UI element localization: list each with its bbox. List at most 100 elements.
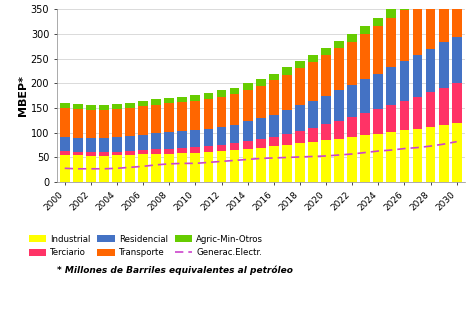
Bar — [203, 99, 213, 129]
Bar — [282, 134, 292, 145]
Bar — [321, 55, 331, 96]
Bar — [151, 105, 161, 133]
Bar — [412, 97, 422, 129]
Bar — [60, 137, 70, 151]
Bar — [452, 36, 462, 84]
Bar — [217, 90, 227, 97]
Bar — [138, 106, 148, 135]
Bar — [295, 105, 305, 131]
Bar — [386, 105, 396, 132]
Text: * Millones de Barriles equivalentes al petróleo: * Millones de Barriles equivalentes al p… — [57, 265, 293, 274]
Bar — [426, 49, 436, 92]
Bar — [452, 0, 462, 36]
Bar — [191, 101, 201, 130]
Bar — [73, 104, 82, 109]
Bar — [374, 134, 383, 182]
Bar — [334, 48, 344, 90]
Bar — [386, 9, 396, 18]
Bar — [321, 124, 331, 140]
Bar — [321, 96, 331, 124]
Bar — [360, 34, 370, 79]
Bar — [243, 149, 253, 182]
Bar — [112, 152, 122, 155]
Bar — [334, 121, 344, 139]
Bar — [282, 67, 292, 74]
Bar — [217, 97, 227, 127]
Bar — [243, 83, 253, 90]
Bar — [243, 141, 253, 149]
Legend: Industrial, Terciario, Residencial, Transporte, Agric-Min-Otros, Generac.Electr.: Industrial, Terciario, Residencial, Tran… — [28, 235, 264, 257]
Bar — [386, 18, 396, 67]
Bar — [321, 140, 331, 182]
Bar — [217, 145, 227, 151]
Bar — [308, 142, 318, 182]
Bar — [60, 155, 70, 182]
Bar — [99, 152, 109, 156]
Bar — [73, 138, 82, 152]
Bar — [177, 97, 187, 102]
Bar — [125, 136, 135, 150]
Bar — [360, 26, 370, 34]
Bar — [282, 74, 292, 110]
Bar — [177, 153, 187, 182]
Bar — [347, 137, 357, 182]
Bar — [412, 2, 422, 55]
Bar — [360, 113, 370, 135]
Bar — [138, 150, 148, 154]
Bar — [374, 109, 383, 134]
Bar — [269, 115, 279, 137]
Bar — [439, 0, 448, 42]
Bar — [282, 145, 292, 182]
Bar — [86, 110, 96, 138]
Bar — [334, 41, 344, 48]
Bar — [360, 135, 370, 182]
Bar — [151, 154, 161, 182]
Bar — [269, 80, 279, 115]
Bar — [60, 108, 70, 137]
Bar — [138, 101, 148, 106]
Bar — [217, 151, 227, 182]
Bar — [164, 103, 174, 132]
Bar — [243, 122, 253, 141]
Bar — [230, 150, 239, 182]
Bar — [386, 132, 396, 182]
Bar — [99, 110, 109, 138]
Bar — [125, 103, 135, 108]
Bar — [412, 0, 422, 2]
Bar — [256, 86, 265, 118]
Bar — [125, 155, 135, 182]
Bar — [360, 79, 370, 113]
Bar — [73, 155, 82, 182]
Bar — [269, 137, 279, 146]
Bar — [308, 101, 318, 128]
Bar — [439, 125, 448, 182]
Bar — [452, 84, 462, 123]
Bar — [282, 110, 292, 134]
Bar — [112, 155, 122, 182]
Bar — [452, 123, 462, 182]
Bar — [86, 156, 96, 182]
Bar — [308, 55, 318, 62]
Bar — [217, 127, 227, 145]
Bar — [125, 150, 135, 155]
Bar — [256, 139, 265, 148]
Bar — [73, 109, 82, 138]
Bar — [112, 137, 122, 152]
Bar — [386, 67, 396, 105]
Bar — [256, 148, 265, 182]
Bar — [400, 2, 410, 10]
Bar — [86, 105, 96, 110]
Bar — [439, 42, 448, 88]
Bar — [347, 85, 357, 117]
Bar — [177, 131, 187, 148]
Bar — [112, 104, 122, 109]
Bar — [374, 73, 383, 109]
Bar — [138, 135, 148, 150]
Bar — [203, 152, 213, 182]
Bar — [295, 61, 305, 68]
Bar — [334, 90, 344, 121]
Bar — [230, 94, 239, 125]
Bar — [347, 34, 357, 42]
Bar — [347, 117, 357, 137]
Bar — [230, 143, 239, 150]
